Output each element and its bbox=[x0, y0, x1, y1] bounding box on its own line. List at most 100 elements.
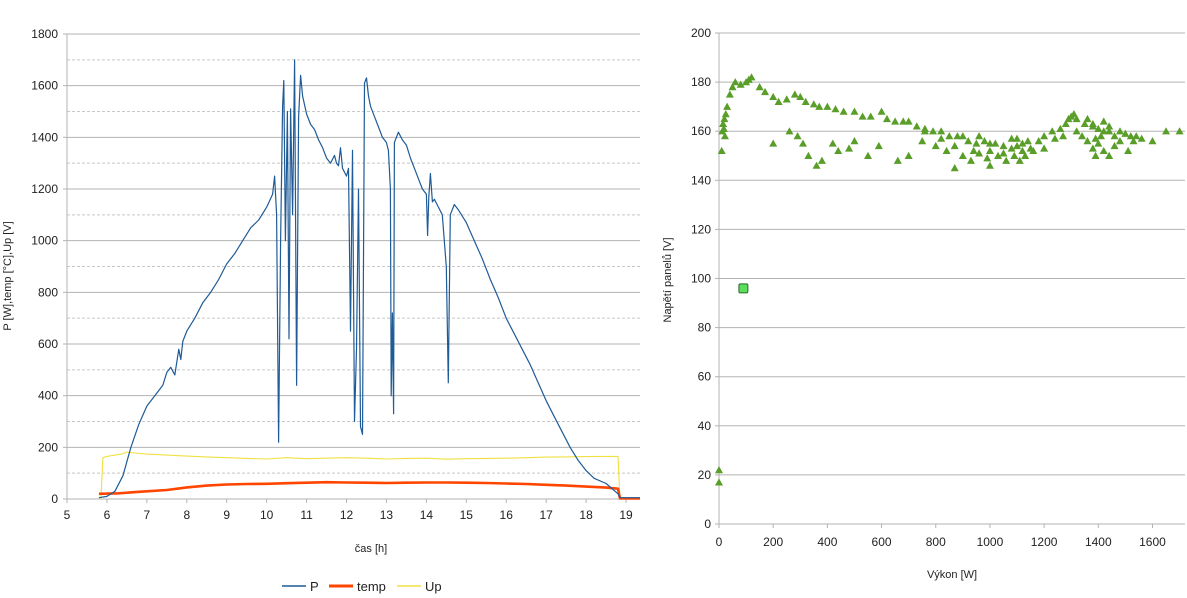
scatter-point-triangle bbox=[1040, 144, 1049, 152]
scatter-point-triangle bbox=[1083, 137, 1092, 145]
chart1-x-ticks: 5 6 7 8 9 10 11 12 13 14 15 16 17 18 19 bbox=[64, 508, 633, 522]
scatter-point-triangle bbox=[904, 117, 913, 125]
scatter-point-triangle bbox=[877, 107, 886, 115]
scatter-point-triangle bbox=[1091, 151, 1100, 159]
y-tick-label: 20 bbox=[698, 468, 712, 482]
scatter-point-triangle bbox=[1072, 114, 1081, 123]
scatter-point-triangle bbox=[972, 139, 981, 147]
scatter-point-triangle bbox=[790, 90, 799, 98]
x-tick-label: 19 bbox=[619, 508, 633, 522]
scatter-point-triangle bbox=[1007, 144, 1016, 152]
x-tick-label: 9 bbox=[223, 508, 230, 522]
x-tick-label: 1600 bbox=[1139, 535, 1166, 549]
scatter-point-triangle bbox=[720, 114, 729, 123]
scatter-point-triangle bbox=[1162, 127, 1171, 135]
scatter-point-triangle bbox=[1126, 132, 1135, 140]
scatter-point-triangle bbox=[1061, 119, 1070, 128]
scatter-point-triangle bbox=[736, 80, 745, 88]
scatter-point-triangle bbox=[731, 78, 740, 86]
scatter-point-triangle bbox=[1021, 151, 1030, 159]
scatter-point-triangle bbox=[723, 102, 732, 110]
scatter-point-triangle bbox=[1129, 137, 1138, 145]
y-tick-label: 400 bbox=[38, 389, 58, 403]
scatter-point-triangle bbox=[720, 132, 729, 140]
scatter-point-triangle bbox=[966, 156, 975, 164]
y-tick-label: 1800 bbox=[31, 27, 58, 41]
chart1-series bbox=[98, 59, 640, 500]
scatter-point-triangle bbox=[747, 73, 756, 81]
scatter-point-triangle bbox=[882, 114, 891, 123]
scatter-point-triangle bbox=[953, 132, 962, 140]
scatter-point-triangle bbox=[1115, 127, 1124, 135]
y-tick-label: 1200 bbox=[31, 182, 58, 196]
scatter-point-triangle bbox=[1040, 132, 1049, 140]
scatter-point-triangle bbox=[755, 83, 764, 91]
scatter-point-triangle bbox=[1013, 141, 1022, 150]
scatter-point-triangle bbox=[828, 139, 837, 147]
scatter-point-triangle bbox=[1048, 127, 1057, 135]
scatter-point-triangle bbox=[1110, 132, 1119, 140]
scatter-point-triangle bbox=[1097, 132, 1106, 140]
scatter-point-triangle bbox=[950, 141, 959, 150]
y-tick-label: 80 bbox=[698, 321, 712, 335]
scatter-point-triangle bbox=[985, 139, 994, 147]
series-line-p bbox=[98, 59, 640, 499]
x-tick-label: 0 bbox=[716, 535, 723, 549]
scatter-point-triangle bbox=[958, 132, 967, 140]
x-tick-label: 16 bbox=[500, 508, 514, 522]
scatter-point-triangle bbox=[1175, 127, 1184, 135]
scatter-point-triangle bbox=[1013, 134, 1022, 142]
x-tick-label: 6 bbox=[104, 508, 111, 522]
scatter-point-triangle bbox=[719, 124, 728, 132]
scatter-point-triangle bbox=[796, 92, 805, 101]
scatter-point-triangle bbox=[1088, 144, 1097, 152]
x-tick-label: 15 bbox=[460, 508, 474, 522]
scatter-point-triangle bbox=[918, 137, 927, 145]
x-tick-label: 600 bbox=[872, 535, 892, 549]
x-tick-label: 1200 bbox=[1031, 535, 1058, 549]
scatter-point-triangle bbox=[1069, 110, 1078, 118]
scatter-point-triangle bbox=[1099, 117, 1108, 125]
scatter-point-triangle bbox=[812, 161, 821, 169]
scatter-point-triangle bbox=[904, 151, 913, 159]
scatter-point-triangle bbox=[728, 83, 737, 91]
y-tick-label: 1400 bbox=[31, 130, 58, 144]
scatter-point-triangle bbox=[823, 102, 832, 110]
scatter-point-triangle bbox=[834, 146, 843, 155]
y-tick-label: 40 bbox=[698, 419, 712, 433]
chart2-x-ticks: 0 200 400 600 800 1000 1200 1400 1600 bbox=[716, 535, 1167, 549]
scatter-point-triangle bbox=[920, 127, 929, 135]
scatter-point-triangle bbox=[715, 478, 723, 486]
scatter-point-triangle bbox=[1121, 129, 1130, 137]
scatter-point-triangle bbox=[769, 92, 778, 101]
scatter-point-triangle bbox=[809, 100, 818, 108]
scatter-point-triangle bbox=[801, 97, 810, 105]
scatter-point-triangle bbox=[1002, 156, 1011, 164]
scatter-point-triangle bbox=[964, 137, 973, 145]
chart2-x-axis-title: Výkon [W] bbox=[927, 569, 977, 581]
scatter-point-triangle bbox=[761, 87, 770, 96]
scatter-point-triangle bbox=[1010, 151, 1019, 159]
scatter-point-triangle bbox=[945, 132, 954, 140]
scatter-point-triangle bbox=[1050, 134, 1059, 142]
chart1-y-ticks: 0 200 400 600 800 1000 1200 1400 1600 1800 bbox=[31, 27, 58, 506]
legend-label-temp: temp bbox=[357, 579, 386, 594]
x-tick-label: 14 bbox=[420, 508, 434, 522]
x-tick-label: 13 bbox=[380, 508, 394, 522]
scatter-point-triangle bbox=[1059, 132, 1068, 140]
y-tick-label: 1600 bbox=[31, 79, 58, 93]
scatter-point-triangle bbox=[999, 141, 1008, 150]
scatter-point-triangle bbox=[1124, 146, 1133, 155]
scatter-point-triangle bbox=[899, 117, 908, 125]
scatter-point-triangle bbox=[1094, 124, 1103, 132]
scatter-point-triangle bbox=[1105, 151, 1114, 159]
x-tick-label: 10 bbox=[260, 508, 274, 522]
scatter-point-triangle bbox=[980, 137, 989, 145]
scatter-point-square bbox=[738, 283, 749, 294]
scatter-point-triangle bbox=[931, 141, 940, 150]
scatter-point-triangle bbox=[1110, 141, 1119, 150]
scatter-point-triangle bbox=[950, 164, 959, 172]
scatter-point-triangle bbox=[912, 122, 921, 130]
chart1-axes bbox=[63, 33, 640, 503]
scatter-chart: 0 20 40 60 80 100 120 140 160 180 200 0 200 400 600 80… bbox=[662, 26, 1185, 581]
